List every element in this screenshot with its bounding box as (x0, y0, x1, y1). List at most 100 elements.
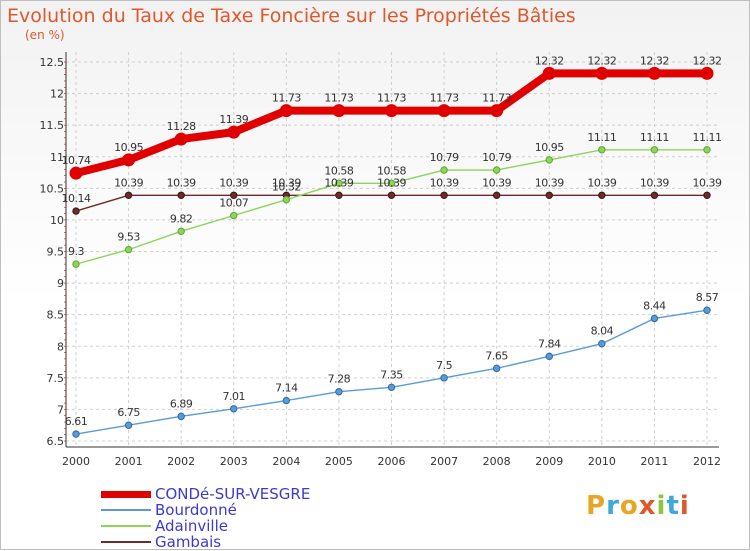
legend-label: Adainville (155, 517, 228, 535)
legend-label: Bourdonné (155, 501, 237, 519)
data-label: 7.28 (328, 373, 351, 386)
series-point-2 (72, 260, 80, 268)
data-label: 6.89 (170, 397, 193, 410)
x-tick-label: 2009 (535, 455, 563, 468)
data-label: 10.39 (693, 176, 722, 189)
series-point-0 (227, 125, 241, 139)
series-point-3 (703, 191, 711, 199)
legend-item: Gambais (101, 534, 310, 550)
series-point-3 (230, 191, 238, 199)
series-point-2 (335, 179, 343, 187)
chart-legend: CONDé-SUR-VESGRE Bourdonné Adainville Gamba… (101, 486, 310, 550)
series-point-0 (279, 104, 293, 118)
y-tick-label: 8.5 (47, 309, 65, 322)
series-point-2 (230, 211, 238, 220)
data-label: 11.11 (640, 131, 669, 144)
data-label: 11.73 (482, 92, 511, 105)
series-point-0 (437, 104, 451, 118)
data-label: 8.44 (643, 299, 666, 312)
series-point-2 (650, 146, 659, 154)
data-label: 11.73 (377, 92, 406, 105)
legend-item: CONDé-SUR-VESGRE (101, 486, 310, 502)
data-label: 10.39 (535, 176, 564, 189)
data-label: 10.07 (219, 196, 248, 209)
data-label: 9.82 (170, 212, 193, 225)
data-label: 8.04 (591, 325, 614, 338)
x-tick-label: 2005 (325, 455, 353, 468)
series-point-3 (440, 191, 448, 199)
series-point-1 (545, 352, 553, 361)
series-point-0 (542, 66, 556, 80)
y-tick-label: 7.5 (47, 372, 65, 385)
data-label: 11.11 (693, 131, 722, 144)
data-label: 6.75 (117, 406, 140, 419)
unit-label: (en %) (25, 28, 65, 42)
data-label: 11.39 (219, 113, 248, 126)
data-label: 6.61 (65, 415, 88, 428)
data-label: 10.39 (640, 176, 669, 189)
data-label: 10.39 (219, 176, 248, 189)
y-tick-label: 10 (50, 214, 64, 227)
data-label: 11.73 (430, 92, 459, 105)
legend-item: Bourdonné (101, 502, 310, 518)
x-tick-label: 2001 (115, 455, 143, 468)
series-point-3 (545, 191, 553, 199)
brand-logo: Proxiti (586, 491, 690, 521)
data-label: 7.65 (485, 349, 508, 362)
x-tick-label: 2000 (62, 455, 90, 468)
data-label: 12.32 (535, 54, 564, 67)
series-point-2 (282, 196, 291, 204)
data-label: 9.53 (117, 231, 140, 244)
data-label: 11.73 (324, 92, 353, 105)
series-point-2 (492, 166, 501, 174)
data-label: 10.39 (324, 176, 353, 189)
data-label: 10.39 (167, 176, 196, 189)
legend-swatch (101, 541, 151, 543)
legend-label: Gambais (155, 533, 222, 551)
series-point-3 (335, 191, 343, 199)
legend-swatch (101, 490, 151, 498)
series-point-3 (124, 191, 133, 199)
data-label: 7.14 (275, 382, 298, 395)
x-tick-label: 2002 (167, 455, 195, 468)
y-tick-label: 6.5 (47, 435, 65, 448)
x-tick-label: 2011 (640, 455, 668, 468)
series-point-2 (440, 166, 448, 174)
series-point-0 (647, 66, 661, 80)
y-tick-label: 7 (57, 403, 64, 416)
series-point-1 (492, 364, 501, 373)
data-label: 10.95 (114, 141, 143, 154)
series-point-1 (650, 314, 659, 323)
legend-item: Adainville (101, 518, 310, 534)
series-point-3 (598, 191, 606, 199)
data-label: 10.39 (114, 176, 143, 189)
series-point-0 (69, 166, 83, 180)
y-tick-label: 9.5 (47, 246, 65, 259)
data-label: 7.01 (223, 390, 246, 403)
data-label: 11.28 (167, 120, 196, 133)
data-label: 10.14 (62, 192, 91, 205)
series-point-1 (282, 396, 291, 405)
y-tick-label: 12.5 (40, 56, 65, 69)
series-point-2 (387, 179, 396, 187)
series-point-2 (124, 245, 133, 254)
data-label: 10.32 (272, 181, 301, 194)
series-point-0 (385, 104, 398, 118)
series-point-1 (124, 421, 133, 429)
y-tick-label: 11.5 (40, 119, 65, 132)
series-point-0 (700, 66, 714, 80)
x-tick-label: 2010 (588, 455, 616, 468)
data-label: 10.39 (377, 176, 406, 189)
series-point-1 (440, 374, 448, 382)
series-point-1 (335, 388, 343, 396)
y-tick-label: 11 (50, 151, 64, 164)
y-tick-label: 8 (57, 340, 64, 353)
series-point-0 (490, 104, 504, 118)
series-point-1 (703, 306, 711, 314)
data-label: 7.5 (436, 359, 452, 372)
series-point-3 (387, 191, 396, 199)
data-label: 11.73 (272, 92, 301, 105)
chart-title: Evolution du Taux de Taxe Foncière sur l… (7, 5, 576, 27)
series-point-0 (595, 66, 609, 80)
y-tick-label: 9 (57, 277, 64, 290)
